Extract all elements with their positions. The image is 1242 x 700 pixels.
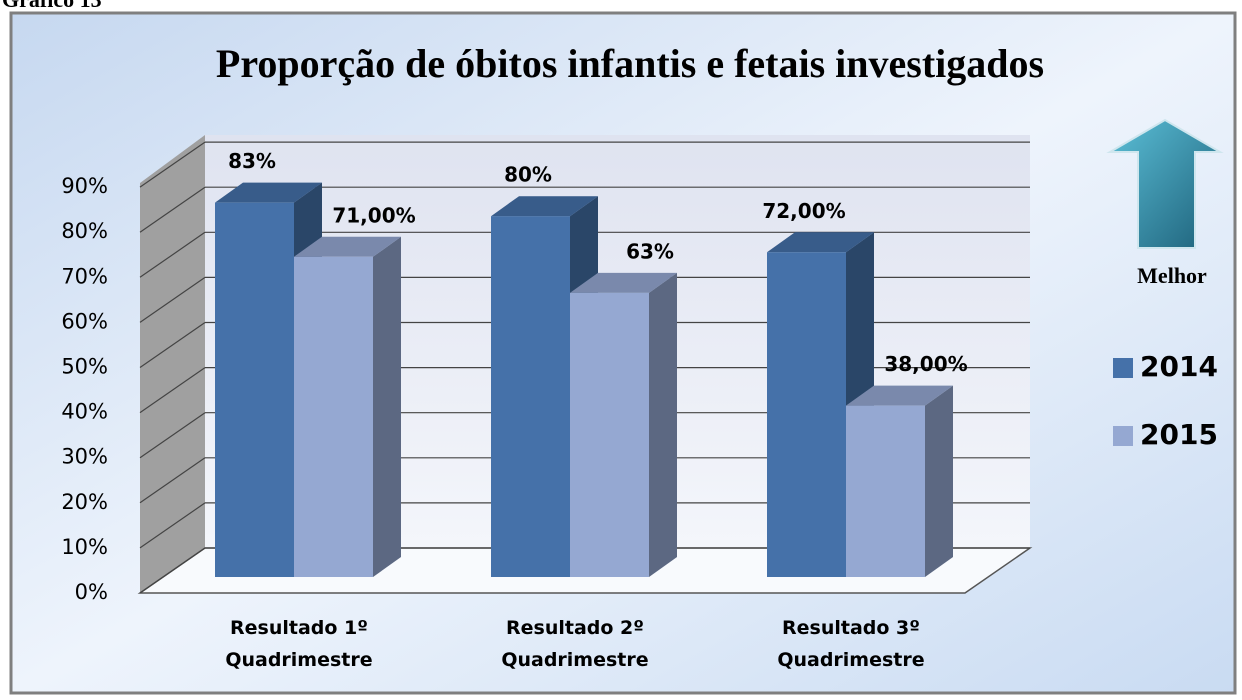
y-tick-label: 80% bbox=[61, 219, 108, 243]
bar-top bbox=[767, 232, 874, 253]
bar-top-shade bbox=[491, 196, 598, 217]
grid-line bbox=[139, 186, 206, 233]
data-label: 38,00% bbox=[884, 352, 967, 376]
bar-top bbox=[846, 385, 953, 406]
data-label: 71,00% bbox=[332, 203, 415, 227]
bar-top-shade bbox=[846, 385, 953, 406]
grid-line bbox=[139, 322, 206, 368]
y-tick-label: 20% bbox=[61, 490, 108, 514]
grid-line bbox=[139, 231, 206, 278]
bar bbox=[846, 385, 953, 577]
bar-side-shade bbox=[649, 272, 677, 577]
bar-side-shade bbox=[373, 236, 401, 578]
y-tick-label: 50% bbox=[61, 355, 108, 379]
legend-label: 2015 bbox=[1140, 418, 1218, 451]
legend-label: 2014 bbox=[1140, 350, 1218, 383]
y-tick-label: 0% bbox=[75, 580, 108, 604]
y-tick-label: 30% bbox=[61, 445, 108, 469]
bar-top bbox=[294, 236, 401, 257]
grid-line bbox=[139, 141, 206, 188]
legend-swatch bbox=[1113, 426, 1133, 446]
grid-line bbox=[139, 276, 206, 323]
bar bbox=[570, 272, 677, 577]
bar-front bbox=[215, 202, 294, 578]
bar-side bbox=[373, 236, 401, 578]
better-arrow bbox=[1106, 118, 1224, 249]
y-tick-label: 60% bbox=[61, 309, 108, 333]
y-tick-label: 70% bbox=[61, 264, 108, 288]
bar-top-shade bbox=[767, 232, 874, 253]
grid-line bbox=[139, 502, 206, 549]
y-tick-label: 40% bbox=[61, 400, 108, 424]
grid-line bbox=[139, 367, 206, 414]
bar-top-shade bbox=[215, 182, 322, 203]
side-wall bbox=[140, 135, 205, 593]
bar-front bbox=[491, 216, 570, 577]
grid-line bbox=[139, 412, 206, 459]
annotation: Melhor bbox=[1137, 263, 1207, 288]
x-tick-label: Resultado 3º Quadrimestre bbox=[777, 617, 925, 671]
bar-front bbox=[294, 256, 373, 577]
y-tick-label: 10% bbox=[61, 535, 108, 559]
x-tick-label: Resultado 2º Quadrimestre bbox=[501, 617, 649, 671]
bar-front bbox=[767, 252, 846, 577]
bar-top bbox=[215, 182, 322, 203]
grid-line bbox=[139, 547, 206, 594]
legend-swatch bbox=[1113, 358, 1133, 378]
grid-line bbox=[139, 457, 206, 504]
bar-front bbox=[846, 405, 925, 577]
chart-title: Proporção de óbitos infantis e fetais in… bbox=[216, 41, 1044, 86]
bar-side bbox=[925, 385, 953, 577]
bar-top bbox=[570, 272, 677, 293]
data-label: 63% bbox=[626, 239, 674, 263]
data-label: 80% bbox=[504, 163, 552, 187]
y-tick-label: 90% bbox=[61, 174, 108, 198]
caption: Gráfico 13 bbox=[2, 0, 102, 12]
data-label: 83% bbox=[228, 149, 276, 173]
bar-front bbox=[570, 292, 649, 577]
bar-top-shade bbox=[294, 236, 401, 257]
bar-side bbox=[649, 272, 677, 577]
bar-top-shade bbox=[570, 272, 677, 293]
data-label: 72,00% bbox=[762, 199, 845, 223]
bar bbox=[294, 236, 401, 578]
bar-top bbox=[491, 196, 598, 217]
bar-side-shade bbox=[925, 385, 953, 577]
x-tick-label: Resultado 1º Quadrimestre bbox=[225, 617, 373, 671]
